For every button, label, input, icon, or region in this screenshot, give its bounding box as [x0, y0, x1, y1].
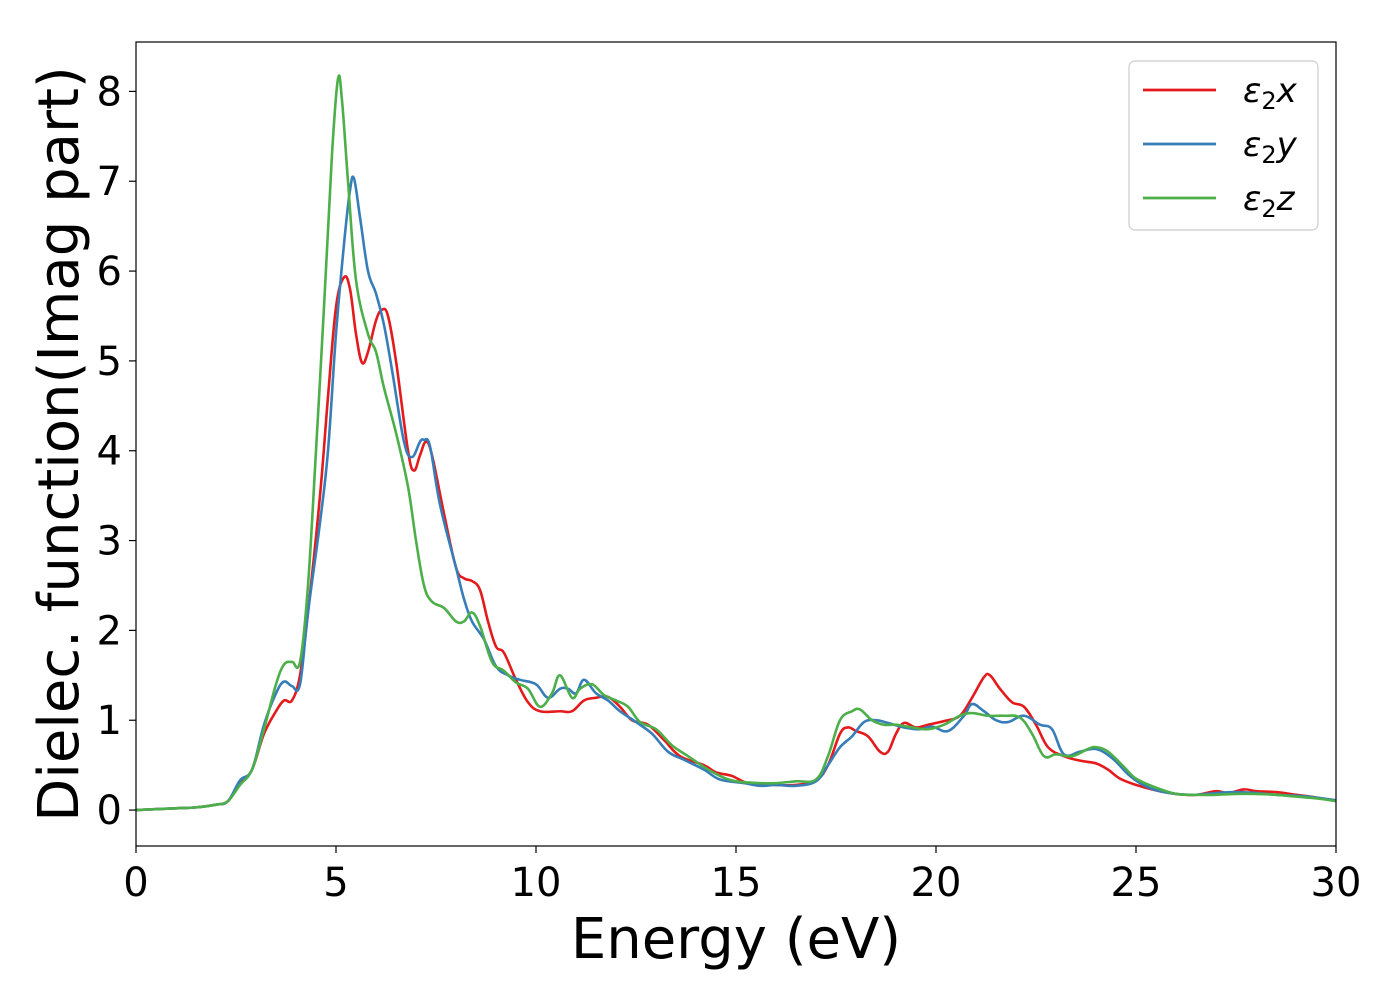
x-tick-label: 30 [1311, 860, 1362, 906]
x-tick-label: 20 [911, 860, 962, 906]
y-tick-label: 5 [97, 339, 122, 385]
series-layer [136, 74, 1336, 812]
y-tick-label: 2 [97, 608, 122, 654]
series-line-y [136, 175, 1336, 812]
x-tick-label: 5 [323, 860, 348, 906]
series-line-x [136, 275, 1336, 812]
y-tick-label: 0 [97, 788, 122, 834]
legend-box [1128, 60, 1319, 231]
y-tick-label: 3 [97, 519, 122, 565]
legend-label-x: ε2x [1243, 71, 1298, 115]
x-axis-title: Energy (eV) [571, 907, 901, 972]
x-tick-label: 0 [123, 860, 148, 906]
y-axis-ticks: 0 1 2 3 4 5 6 7 8 [97, 69, 136, 834]
legend-label-y: ε2y [1243, 125, 1298, 169]
y-tick-label: 8 [97, 69, 122, 115]
y-tick-label: 7 [97, 159, 122, 205]
x-axis-ticks: 0 5 10 15 20 25 30 [123, 846, 1361, 906]
x-tick-label: 15 [711, 860, 762, 906]
legend: ε2x ε2y ε2z [1128, 60, 1319, 231]
series-line-z [136, 74, 1336, 812]
y-tick-label: 4 [97, 429, 122, 475]
y-tick-label: 6 [97, 249, 122, 295]
x-tick-label: 10 [511, 860, 562, 906]
y-axis-title: Dielec. function(Imag part) [27, 66, 92, 822]
y-tick-label: 1 [97, 698, 122, 744]
legend-label-z: ε2z [1243, 179, 1296, 223]
x-tick-label: 25 [1111, 860, 1162, 906]
